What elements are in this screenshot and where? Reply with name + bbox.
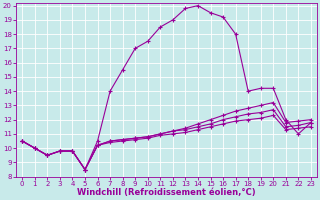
X-axis label: Windchill (Refroidissement éolien,°C): Windchill (Refroidissement éolien,°C)	[77, 188, 256, 197]
